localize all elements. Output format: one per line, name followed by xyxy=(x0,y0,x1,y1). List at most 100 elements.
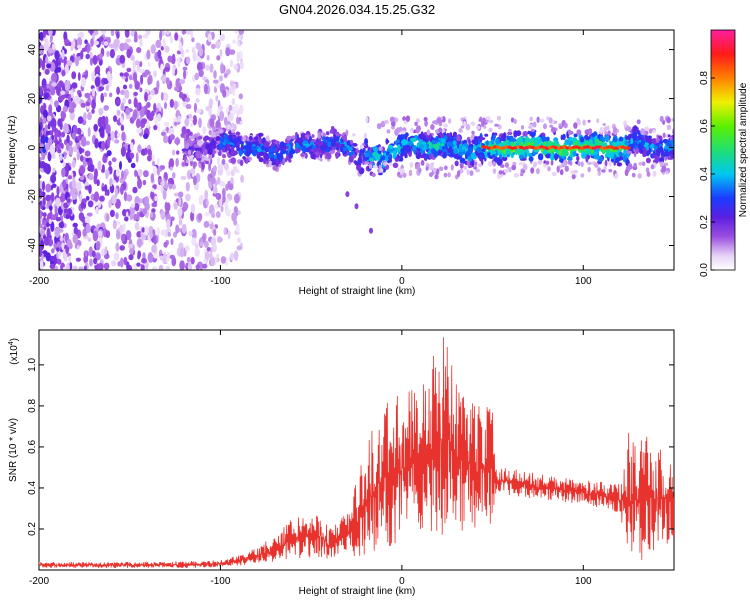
spectrogram-noise-cell xyxy=(69,111,76,121)
spectrogram-noise-cell xyxy=(192,50,197,62)
spectrogram-signal-cell xyxy=(239,159,244,166)
spectrogram-noise-cell xyxy=(195,88,201,96)
spectrogram-noise-cell xyxy=(84,39,88,45)
spectrogram-halo-cell xyxy=(478,118,482,122)
spectrogram-noise-cell xyxy=(47,151,52,162)
spectrogram-signal-cell xyxy=(623,149,627,155)
spectrogram-noise-cell xyxy=(219,49,223,57)
spectrogram-halo-cell xyxy=(602,123,606,126)
spectrogram-halo-cell xyxy=(503,168,509,174)
spectrogram-noise-cell xyxy=(185,97,190,103)
spectrogram-halo-cell xyxy=(437,119,443,124)
spectrogram-noise-cell xyxy=(163,92,169,102)
spectrogram-signal-cell xyxy=(616,162,623,167)
spectrogram-signal-cell xyxy=(265,135,270,142)
spectrogram-noise-cell xyxy=(140,74,144,85)
spectrogram-signal-cell xyxy=(452,131,457,138)
spectrogram-noise-cell xyxy=(186,256,191,263)
spectrogram-noise-cell xyxy=(120,146,126,157)
spectrogram-noise-cell xyxy=(134,80,141,90)
spectrogram-signal-cell xyxy=(211,138,215,146)
snr-scale-base: (x10 xyxy=(9,345,20,365)
snr-y-tick-label: 0.8 xyxy=(27,399,38,413)
spectrogram-noise-cell xyxy=(100,92,104,103)
spectrogram-noise-cell xyxy=(103,78,109,85)
spectrogram-noise-cell xyxy=(153,253,159,259)
spectrogram-signal-cell xyxy=(669,150,674,156)
spectrogram-noise-cell xyxy=(225,68,231,75)
spectrogram-signal-cell xyxy=(272,165,278,171)
spectrogram-signal-cell xyxy=(433,143,439,148)
spectrogram-halo-cell xyxy=(608,169,613,173)
spectrogram-noise-cell xyxy=(171,67,175,77)
spectrogram-noise-cell xyxy=(202,126,207,135)
spectrogram-noise-cell xyxy=(204,212,211,217)
spectrogram-noise-cell xyxy=(143,133,149,140)
spectrogram-noise-cell xyxy=(83,254,89,264)
spectrogram-noise-cell xyxy=(190,168,196,175)
spectrogram-noise-cell xyxy=(103,41,109,46)
spectrogram-noise-cell xyxy=(87,112,92,121)
spectrogram-noise-cell xyxy=(179,91,184,99)
spectrogram-signal-cell xyxy=(235,131,241,136)
spectrogram-noise-cell xyxy=(124,216,129,222)
spectrogram-signal-cell xyxy=(251,146,258,150)
spectrogram-signal-cell xyxy=(319,158,323,162)
spectrogram-noise-cell xyxy=(211,43,216,50)
spectrogram-halo-cell xyxy=(573,122,578,129)
spectrogram-noise-cell xyxy=(39,31,44,41)
spectrogram-noise-cell xyxy=(42,109,48,118)
spectrogram-halo-cell xyxy=(478,163,482,168)
spectrogram-signal-cell xyxy=(388,145,394,149)
spectrogram-signal-cell xyxy=(228,148,232,155)
spectrogram-signal-cell xyxy=(528,156,534,162)
spectrogram-noise-cell xyxy=(215,211,221,219)
spectrogram-signal-cell xyxy=(300,152,306,157)
spectrogram-halo-cell xyxy=(459,162,464,169)
spectrogram-noise-cell xyxy=(203,240,209,248)
spectrogram-signal-cell xyxy=(571,137,577,142)
spectrogram-noise-cell xyxy=(171,53,176,63)
spectrogram-noise-cell xyxy=(46,227,51,238)
spectrogram-noise-cell xyxy=(206,247,211,252)
spectrogram-signal-cell xyxy=(537,153,544,161)
spectrogram-signal-cell xyxy=(263,141,270,148)
spectrogram-signal-cell xyxy=(651,138,658,145)
spectrogram-halo-cell xyxy=(383,120,389,124)
snr-x-tick-label: -200 xyxy=(29,576,49,587)
spectrogram-noise-cell xyxy=(104,191,109,196)
spectrogram-noise-cell xyxy=(221,187,226,197)
spectrogram-signal-cell xyxy=(579,136,585,143)
spectrogram-noise-cell xyxy=(156,185,162,190)
spectrogram-x-tick-label: 0 xyxy=(399,276,405,287)
spectrogram-signal-cell xyxy=(527,130,531,135)
spectrogram-signal-cell xyxy=(372,146,378,152)
spectrogram-halo-cell xyxy=(571,174,576,180)
spectrogram-halo-cell xyxy=(614,173,618,180)
spectrogram-noise-cell xyxy=(62,105,68,113)
spectrogram-noise-cell xyxy=(66,198,71,203)
spectrogram-noise-cell xyxy=(177,208,183,217)
spectrogram-noise-cell xyxy=(90,38,94,47)
spectrogram-signal-cell xyxy=(333,133,337,140)
spectrogram-noise-cell xyxy=(108,199,112,208)
spectrogram-halo-cell xyxy=(386,129,391,134)
spectrogram-noise-cell xyxy=(157,123,161,133)
spectrogram-signal-cell xyxy=(476,146,482,154)
spectrogram-noise-cell xyxy=(78,92,82,98)
spectrogram-noise-cell xyxy=(216,157,220,166)
spectrogram-signal-cell xyxy=(249,135,253,141)
spectrogram-noise-cell xyxy=(119,224,124,234)
spectrogram-halo-cell xyxy=(633,162,637,169)
spectrogram-signal-cell xyxy=(326,152,332,160)
spectrogram-noise-cell xyxy=(153,237,157,245)
spectrogram-signal-cell xyxy=(585,136,590,141)
spectrogram-noise-cell xyxy=(43,236,50,246)
spectrogram-signal-cell xyxy=(289,148,296,155)
spectrogram-noise-cell xyxy=(105,124,111,135)
spectrogram-noise-cell xyxy=(210,256,215,267)
spectrogram-noise-cell xyxy=(233,64,239,70)
snr-x-tick-label: 100 xyxy=(575,576,592,587)
spectrogram-noise-cell xyxy=(190,203,196,214)
